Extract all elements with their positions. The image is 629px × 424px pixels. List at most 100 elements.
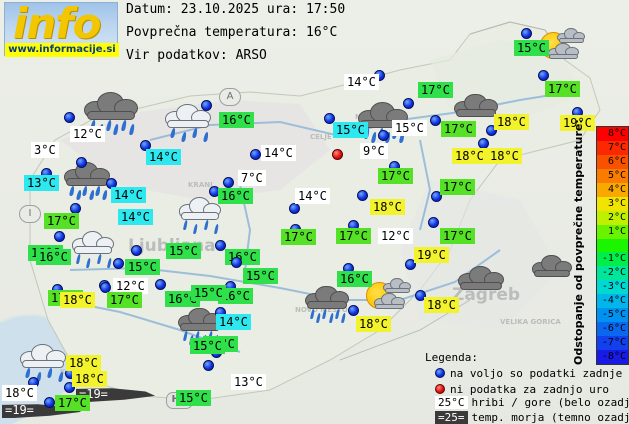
station-dot-available[interactable]: [64, 382, 75, 393]
scale-step: -6°C: [597, 322, 628, 337]
station-dot-available[interactable]: [44, 397, 55, 408]
temperature-label: 18°C: [2, 385, 37, 401]
temperature-label: 16°C: [36, 249, 71, 265]
logo-wordmark: info: [13, 0, 101, 48]
city-label: KRANJ: [188, 181, 213, 189]
scale-step: 8°C: [597, 127, 628, 141]
temperature-label: 9°C: [360, 143, 388, 159]
station-dot-available[interactable]: [140, 140, 151, 151]
station-dot-available[interactable]: [215, 240, 226, 251]
station-dot-available[interactable]: [131, 245, 142, 256]
scale-title-vertical: Odstopanje od povprečne temperature:: [572, 119, 594, 365]
header-date-time: Datum: 23.10.2025 ura: 17:50: [126, 2, 346, 17]
legend-title: Legenda:: [425, 351, 478, 364]
station-dot-available[interactable]: [203, 360, 214, 371]
station-dot-available[interactable]: [357, 190, 368, 201]
station-dot-available[interactable]: [201, 100, 212, 111]
city-label: CELJE: [310, 133, 332, 141]
temperature-label: 16°C: [337, 271, 372, 287]
station-dot-available[interactable]: [76, 157, 87, 168]
temperature-label: 18°C: [370, 199, 405, 215]
station-dot-available[interactable]: [223, 177, 234, 188]
temperature-label: 17°C: [545, 81, 580, 97]
temperature-label: 15°C: [190, 338, 225, 354]
badge-a: A: [219, 88, 241, 106]
scale-step: 6°C: [597, 154, 628, 169]
temperature-label: 17°C: [440, 228, 475, 244]
legend-missing-label: ni podatka za zadnjo uro: [450, 383, 609, 396]
legend-sea-label: temp. morja (temno ozadje): [471, 411, 629, 424]
temperature-label: 19°C: [414, 247, 449, 263]
station-dot-available[interactable]: [250, 149, 261, 160]
legend-available-label: na voljo so podatki zadnje ure: [450, 367, 629, 380]
rain-cloud-dark-icon: [456, 262, 506, 300]
station-dot-available[interactable]: [403, 98, 414, 109]
temperature-label: 19°C: [560, 115, 595, 131]
station-dot-available[interactable]: [231, 257, 242, 268]
temperature-label: 15°C: [333, 122, 368, 138]
station-dot-available[interactable]: [324, 113, 335, 124]
temperature-label: 13°C: [231, 374, 266, 390]
legend-row-mountain: 25°C hribi / gore (belo ozadje): [435, 396, 629, 409]
sun-cloud-icon: [538, 26, 586, 64]
temperature-label: 18°C: [72, 371, 107, 387]
temperature-label: 16°C: [218, 188, 253, 204]
station-dot-available[interactable]: [289, 203, 300, 214]
station-dot-no-data[interactable]: [332, 149, 343, 160]
temperature-label: 18°C: [356, 316, 391, 332]
temperature-label: 16°C: [219, 112, 254, 128]
station-dot-available[interactable]: [113, 258, 124, 269]
header-average-temperature: Povprečna temperatura: 16°C: [126, 25, 338, 40]
temperature-label: 18°C: [452, 148, 487, 164]
station-dot-available[interactable]: [538, 70, 549, 81]
station-dot-available[interactable]: [415, 290, 426, 301]
temperature-label: 14°C: [111, 187, 146, 203]
scale-step: -7°C: [597, 336, 628, 350]
info-logo: info www.informacije.si: [4, 0, 119, 57]
city-label: VELIKA GORICA: [500, 318, 561, 326]
temperature-label: 13°C: [24, 175, 59, 191]
station-dot-available[interactable]: [54, 231, 65, 242]
legend-sea-chip: =25=: [435, 411, 468, 424]
station-dot-available[interactable]: [486, 125, 497, 136]
station-dot-available[interactable]: [405, 259, 416, 270]
temperature-label: 12°C: [378, 228, 413, 244]
rain-cloud-light-icon: [163, 100, 213, 143]
rain-cloud-dark-icon: [62, 158, 112, 201]
temperature-label: 14°C: [261, 145, 296, 161]
temperature-label: 18°C: [487, 148, 522, 164]
temperature-label: 15°C: [191, 285, 226, 301]
rain-cloud-light-icon: [18, 340, 68, 383]
scale-step: -4°C: [597, 294, 628, 309]
scale-step: 4°C: [597, 182, 628, 197]
temperature-label: 17°C: [55, 395, 90, 411]
temperature-label: 14°C: [216, 314, 251, 330]
temperature-label: 14°C: [146, 149, 181, 165]
scale-color-bar: 8°C 7°C 6°C 5°C 4°C 3°C 2°C 1°C -1°C -2°C -3°C -4°C…: [596, 126, 629, 365]
temperature-label: 18°C: [60, 292, 95, 308]
scale-step: [597, 238, 628, 253]
station-dot-available[interactable]: [100, 282, 111, 293]
temperature-label: 17°C: [281, 229, 316, 245]
station-dot-available[interactable]: [521, 28, 532, 39]
temperature-label: 15°C: [392, 120, 427, 136]
city-label: NOVO MESTO: [295, 306, 348, 314]
scale-step: 3°C: [597, 196, 628, 211]
scale-step: 2°C: [597, 210, 628, 225]
city-label: Zagreb: [452, 285, 521, 305]
station-dot-available[interactable]: [430, 115, 441, 126]
temperature-label: 14°C: [295, 188, 330, 204]
legend: Legenda: na voljo so podatki zadnje ure …: [425, 351, 629, 424]
temperature-label: 3°C: [31, 142, 59, 158]
station-dot-available[interactable]: [431, 191, 442, 202]
legend-mountain-label: hribi / gore (belo ozadje): [471, 396, 629, 409]
station-dot-available[interactable]: [64, 112, 75, 123]
legend-row-available: na voljo so podatki zadnje ure: [435, 367, 629, 380]
station-dot-available[interactable]: [428, 217, 439, 228]
station-dot-available[interactable]: [378, 130, 389, 141]
station-dot-available[interactable]: [348, 305, 359, 316]
legend-row-missing: ni podatka za zadnjo uro: [435, 383, 609, 396]
scale-step: -1°C: [597, 252, 628, 267]
scale-step: -8°C: [597, 350, 628, 364]
station-dot-available[interactable]: [155, 279, 166, 290]
